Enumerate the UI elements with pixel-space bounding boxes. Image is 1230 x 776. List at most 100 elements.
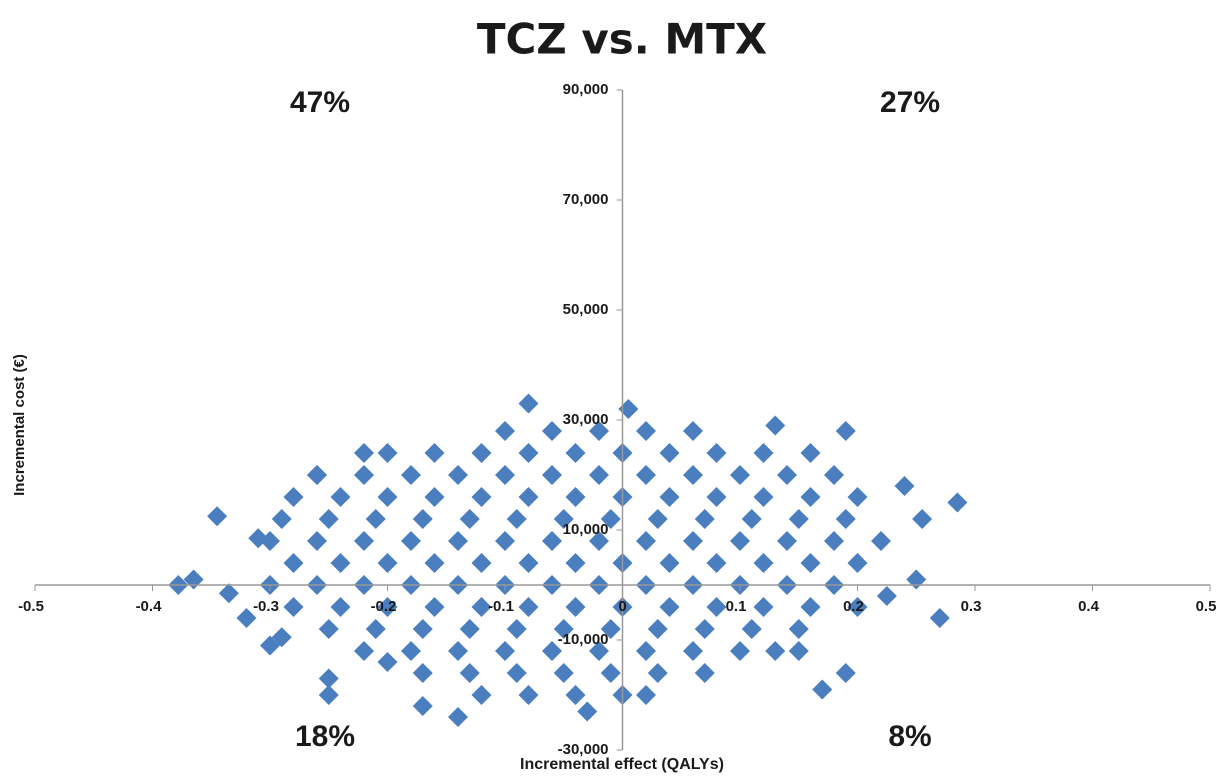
x-tick-label: -0.5: [18, 598, 44, 615]
point: [412, 619, 433, 639]
point: [495, 531, 515, 551]
point: [518, 553, 539, 573]
quadrant-label: 47%: [290, 86, 350, 119]
point: [307, 531, 327, 551]
y-tick-label: 90,000: [563, 81, 609, 98]
point: [730, 641, 750, 661]
point: [459, 619, 480, 639]
point: [518, 597, 539, 617]
point: [871, 531, 891, 551]
point: [636, 421, 656, 441]
point: [377, 443, 398, 463]
point: [448, 531, 468, 551]
point: [448, 465, 468, 485]
point: [647, 509, 668, 529]
y-tick-label: -10,000: [558, 631, 609, 648]
point: [706, 553, 727, 573]
point: [495, 641, 515, 661]
point: [424, 597, 445, 617]
point: [401, 641, 421, 661]
point: [471, 597, 492, 617]
point: [518, 685, 539, 705]
point: [471, 443, 492, 463]
point: [542, 531, 562, 551]
point: [365, 619, 386, 639]
point: [283, 487, 304, 507]
point: [518, 393, 539, 414]
point: [589, 641, 609, 661]
point: [236, 608, 257, 628]
point: [412, 663, 433, 683]
point: [565, 597, 586, 617]
point: [506, 663, 527, 683]
point: [330, 597, 351, 617]
x-tick-label: 0: [618, 598, 626, 615]
point: [753, 487, 774, 507]
point: [424, 443, 445, 463]
point: [753, 597, 774, 617]
point: [542, 465, 562, 485]
x-tick-label: -0.1: [488, 598, 514, 615]
point: [730, 465, 750, 485]
point: [659, 553, 680, 573]
point: [753, 553, 774, 573]
point: [847, 487, 868, 507]
y-axis-label: Incremental cost (€): [11, 354, 28, 496]
y-tick-label: 10,000: [563, 521, 609, 538]
point: [636, 685, 656, 705]
point: [283, 597, 304, 617]
point: [377, 487, 398, 507]
point: [271, 627, 292, 648]
point: [788, 619, 809, 639]
point: [777, 465, 797, 485]
point: [542, 641, 562, 661]
point: [683, 531, 703, 551]
point: [318, 619, 339, 639]
point: [600, 509, 621, 529]
point: [894, 476, 915, 496]
point: [636, 465, 656, 485]
point: [283, 553, 304, 573]
point: [683, 421, 703, 441]
quadrant-label: 8%: [888, 720, 931, 753]
point: [876, 586, 897, 606]
point: [495, 465, 515, 485]
point: [448, 707, 468, 727]
point: [777, 531, 797, 551]
point: [565, 487, 586, 507]
x-tick-label: 0.4: [1078, 598, 1100, 615]
point: [330, 553, 351, 573]
point: [495, 421, 515, 441]
point: [377, 652, 398, 672]
point: [835, 509, 856, 529]
point: [401, 531, 421, 551]
point: [647, 619, 668, 639]
point: [424, 553, 445, 573]
point: [553, 663, 574, 683]
point: [835, 421, 856, 441]
point: [318, 685, 339, 705]
point: [365, 509, 386, 529]
point: [659, 597, 680, 617]
point: [354, 465, 374, 485]
point: [618, 399, 639, 419]
chart-title: TCZ vs. MTX: [477, 15, 767, 64]
point: [318, 509, 339, 529]
quadrant-label: 27%: [880, 86, 940, 119]
point: [565, 553, 586, 573]
point: [377, 597, 398, 617]
x-tick-label: 0.5: [1196, 598, 1217, 615]
point: [448, 641, 468, 661]
point: [506, 619, 527, 639]
point: [600, 663, 621, 683]
point: [847, 553, 868, 573]
x-tick-label: -0.4: [136, 598, 163, 615]
point: [471, 553, 492, 573]
point: [600, 619, 621, 639]
point: [835, 663, 856, 683]
point: [659, 487, 680, 507]
point: [765, 641, 786, 661]
point: [647, 663, 668, 683]
x-tick-label: 0.1: [726, 598, 747, 615]
